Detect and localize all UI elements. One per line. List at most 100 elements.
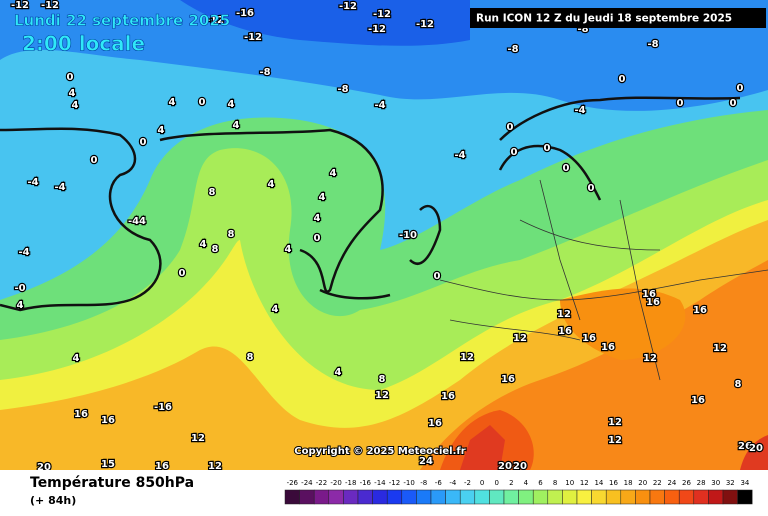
contour-label: 0 [140,137,147,148]
borders [439,179,768,381]
scale-label: -2 [464,479,471,487]
scale-swatch [576,489,592,505]
scale-swatch [343,489,359,505]
scale-label: 2 [509,479,513,487]
scale-label: 28 [697,479,706,487]
contour-label: 8 [209,187,216,198]
scale-swatch [313,489,330,505]
contour-label: -16 [236,8,254,19]
contour-label: -4 [374,100,385,111]
contour-label: 20 [498,461,512,472]
run-info: Run ICON 12 Z du Jeudi 18 septembre 2025 [476,13,732,25]
forecast-date: Lundi 22 septembre 2025 [14,12,230,30]
coastlines [0,96,741,312]
contour-label: 12 [557,309,571,320]
contour-label: 20 [37,462,51,473]
contour-label: 12 [191,433,205,444]
scale-label: -26 [287,479,299,487]
contour-label: 16 [441,391,455,402]
scale-label: 30 [711,479,720,487]
contour-label: 4 [228,99,235,110]
scale-swatch [401,489,417,505]
scale-label: 32 [726,479,735,487]
contour-label: -12 [339,1,357,12]
scale-swatch [708,489,724,505]
contour-label: 4 [335,367,342,378]
contour-label: 4 [72,100,79,111]
contour-label: -12 [416,19,434,30]
scale-swatch [489,489,505,505]
scale-label: -20 [330,479,341,487]
contour-label: 4 [233,120,240,131]
contour-label: -12 [41,0,59,11]
contour-label: 4 [330,168,337,179]
map: -12 -12-12-16-12-12-12-12 -12-8-8-8-8-8-40… [0,0,768,473]
contour-label: 0 [588,183,595,194]
contour-label: 12 [608,417,622,428]
scale-swatch [678,489,695,505]
contour-label: 4 [73,353,80,364]
scale-swatch [445,489,461,505]
contour-label: -8 [507,44,518,55]
contour-label: 4 [17,300,24,311]
scale-swatch [328,489,344,505]
scale-label: 20 [638,479,647,487]
contour-label: -12 [368,24,386,35]
contour-label: 16 [155,461,169,472]
contour-label: 0 [737,83,744,94]
contour-label: 12 [460,352,474,363]
contour-label: -4 [54,182,65,193]
scale-swatch [372,489,388,505]
scale-swatch [518,489,534,505]
contour-label: 4 [319,192,326,203]
contour-label: 4 [272,304,279,315]
run-box [470,8,766,28]
contour-label: 4 [314,213,321,224]
contour-label: 26 [738,441,752,452]
contour-label: -0 [14,283,25,294]
contour-label: 4 [285,244,292,255]
scale-swatch [299,489,315,505]
contour-label: -10 [399,230,417,241]
contour-label: 8 [379,374,386,385]
contour-label: 8 [247,352,254,363]
contour-label: 12 [643,353,657,364]
scale-swatch [503,489,519,505]
scale-label: 8 [553,479,557,487]
scale-label: 10 [565,479,574,487]
contour-label: -4 [18,247,29,258]
scale-label: -24 [301,479,313,487]
contour-label: 16 [74,409,88,420]
scale-swatch [532,489,549,505]
contour-label: 16 [642,289,656,300]
scale-swatch [357,489,373,505]
contour-label: 16 [693,305,707,316]
scale-swatch [693,489,709,505]
contour-label: 0 [677,98,684,109]
contour-label: 16 [582,333,596,344]
contour-label: 12 [608,435,622,446]
scale-label: -6 [435,479,443,487]
color-scale: -26 -24 -22 -20 -18 -16 -14 -12 -10 -8 -6 -4 -2 0 0 2 4 6… [284,479,753,505]
scale-swatch [635,489,651,505]
contour-label: 0 [563,163,570,174]
scale-swatch [474,489,490,505]
scale-swatch [430,489,446,505]
scale-label: 4 [524,479,529,487]
contour-label: -12 [206,15,224,26]
scale-label: 12 [580,479,589,487]
contour-label: 12 [513,333,527,344]
parameter-name: Température 850hPa [30,475,194,491]
contour-label: 12 [375,390,389,401]
scale-swatch [737,489,753,505]
contour-label: 16 [691,395,705,406]
scale-swatch [562,489,578,505]
contour-label: 0 [507,122,514,133]
contour-label: 4 [268,179,275,190]
contour-label: 8 [735,379,742,390]
scale-label: 6 [538,479,543,487]
scale-label: 22 [653,479,662,487]
contour-label: 8 [228,229,235,240]
contour-label: 4 [69,88,76,99]
